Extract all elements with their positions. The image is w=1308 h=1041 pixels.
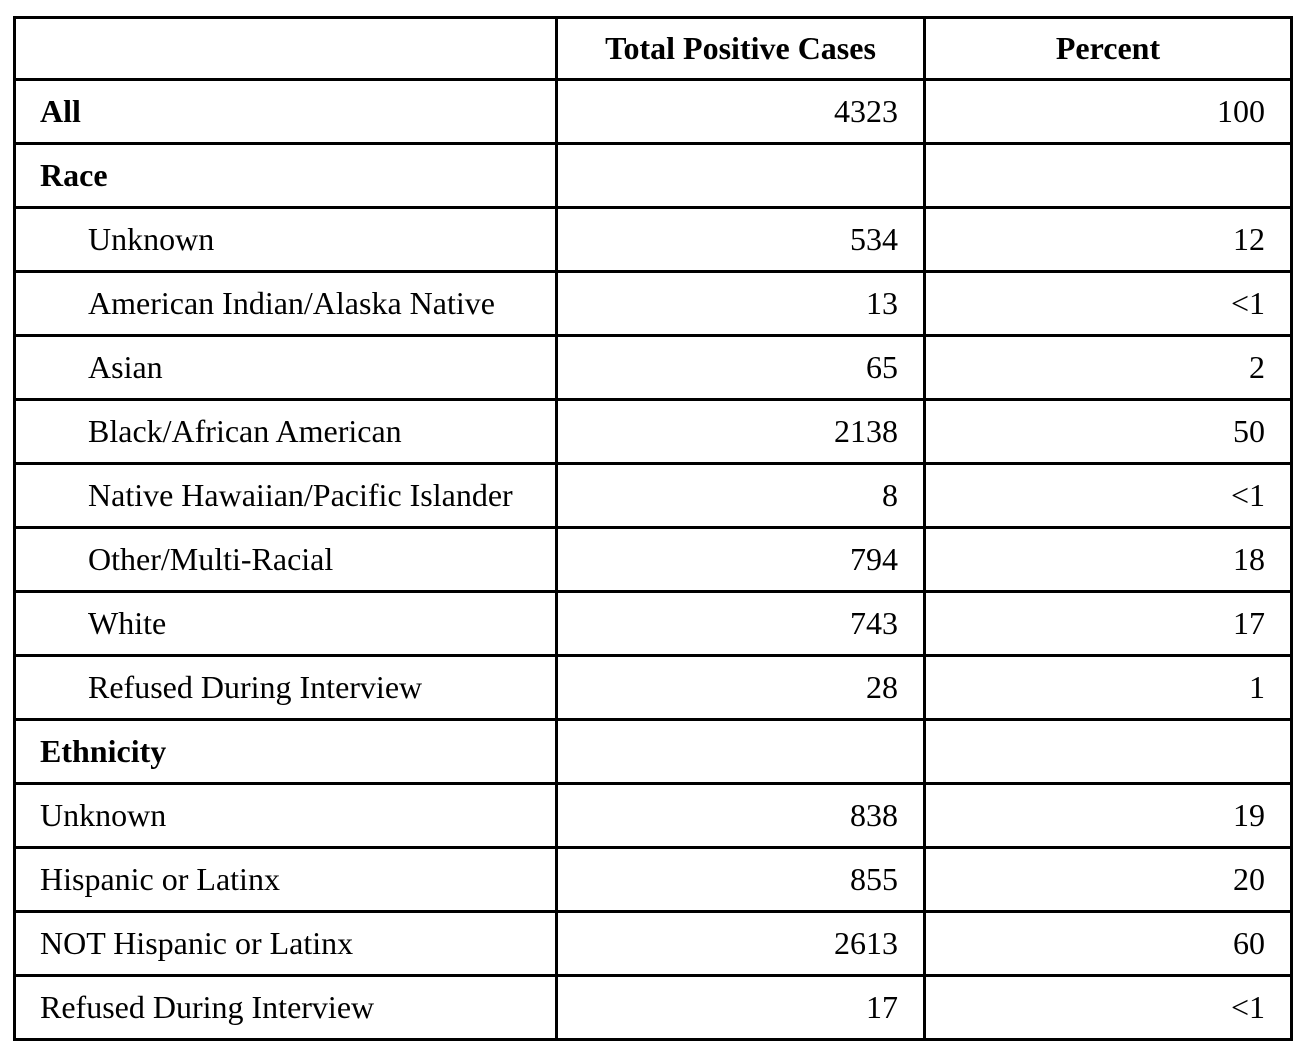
row-label: White (13, 590, 558, 657)
row-label: Refused During Interview (13, 654, 558, 721)
row-label: Unknown (13, 782, 558, 849)
table-row-ethnicity-unknown: Unknown 838 19 (13, 782, 1293, 849)
row-label: Native Hawaiian/Pacific Islander (13, 462, 558, 529)
row-label: Race (13, 142, 558, 209)
row-cases: 13 (555, 270, 926, 337)
row-label: Unknown (13, 206, 558, 273)
row-percent: 100 (923, 78, 1293, 145)
row-percent: 50 (923, 398, 1293, 465)
row-cases: 2613 (555, 910, 926, 977)
row-percent: 19 (923, 782, 1293, 849)
row-label: Refused During Interview (13, 974, 558, 1041)
row-label: Black/African American (13, 398, 558, 465)
row-percent: 12 (923, 206, 1293, 273)
row-percent: 60 (923, 910, 1293, 977)
row-percent: <1 (923, 974, 1293, 1041)
row-percent: 17 (923, 590, 1293, 657)
table-row-ethnicity-refused-during-interview: Refused During Interview 17 <1 (13, 974, 1293, 1041)
table-row-not-hispanic-or-latinx: NOT Hispanic or Latinx 2613 60 (13, 910, 1293, 977)
row-cases: 2138 (555, 398, 926, 465)
row-cases: 4323 (555, 78, 926, 145)
row-cases: 743 (555, 590, 926, 657)
table-row-native-hawaiian-pacific-islander: Native Hawaiian/Pacific Islander 8 <1 (13, 462, 1293, 529)
row-label: All (13, 78, 558, 145)
table-row-all: All 4323 100 (13, 78, 1293, 145)
row-cases (555, 718, 926, 785)
row-label: American Indian/Alaska Native (13, 270, 558, 337)
row-cases: 534 (555, 206, 926, 273)
row-cases: 65 (555, 334, 926, 401)
row-cases (555, 142, 926, 209)
row-percent: 18 (923, 526, 1293, 593)
row-percent: 1 (923, 654, 1293, 721)
table-row-race-refused-during-interview: Refused During Interview 28 1 (13, 654, 1293, 721)
header-total-positive-cases: Total Positive Cases (555, 16, 926, 81)
row-percent (923, 718, 1293, 785)
row-percent: <1 (923, 462, 1293, 529)
row-percent: 2 (923, 334, 1293, 401)
row-label: Ethnicity (13, 718, 558, 785)
header-percent: Percent (923, 16, 1293, 81)
row-cases: 855 (555, 846, 926, 913)
row-cases: 17 (555, 974, 926, 1041)
row-cases: 838 (555, 782, 926, 849)
table-row-american-indian-alaska-native: American Indian/Alaska Native 13 <1 (13, 270, 1293, 337)
row-cases: 28 (555, 654, 926, 721)
table-row-race-section: Race (13, 142, 1293, 209)
table-row-white: White 743 17 (13, 590, 1293, 657)
row-percent: <1 (923, 270, 1293, 337)
row-cases: 794 (555, 526, 926, 593)
row-label: Other/Multi-Racial (13, 526, 558, 593)
header-row: Total Positive Cases Percent (13, 16, 1293, 81)
table-row-ethnicity-section: Ethnicity (13, 718, 1293, 785)
row-cases: 8 (555, 462, 926, 529)
row-percent: 20 (923, 846, 1293, 913)
row-label: Asian (13, 334, 558, 401)
table-row-other-multi-racial: Other/Multi-Racial 794 18 (13, 526, 1293, 593)
header-category-empty (13, 16, 558, 81)
table-row-hispanic-or-latinx: Hispanic or Latinx 855 20 (13, 846, 1293, 913)
table-row-black-african-american: Black/African American 2138 50 (13, 398, 1293, 465)
row-label: NOT Hispanic or Latinx (13, 910, 558, 977)
cases-by-race-ethnicity-table: Total Positive Cases Percent All 4323 10… (13, 16, 1293, 1041)
table-row-race-unknown: Unknown 534 12 (13, 206, 1293, 273)
row-label: Hispanic or Latinx (13, 846, 558, 913)
row-percent (923, 142, 1293, 209)
table-row-asian: Asian 65 2 (13, 334, 1293, 401)
